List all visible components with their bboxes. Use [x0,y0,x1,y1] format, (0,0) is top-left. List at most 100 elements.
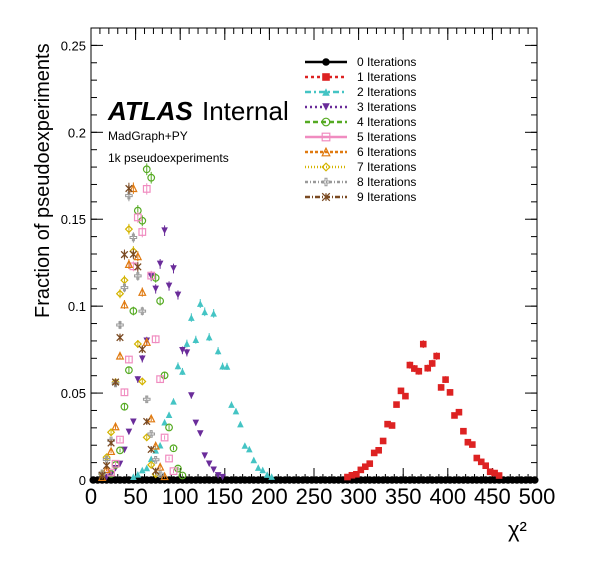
data-point [165,411,173,419]
data-point [130,418,137,426]
data-point [161,227,168,234]
data-point [442,376,449,383]
legend-item: 7 Iterations [305,160,416,174]
data-point [437,384,445,391]
data-point [147,445,155,454]
data-point [102,464,111,474]
data-point [133,339,142,349]
data-point [178,471,187,480]
data-point [375,446,382,454]
data-point [357,466,365,474]
data-point [411,365,418,372]
data-point [263,471,271,478]
data-point [491,469,498,477]
data-point [165,282,173,290]
data-point [250,456,258,464]
legend-item: 5 Iterations [305,130,416,144]
data-point [174,464,182,473]
data-point [142,185,151,193]
data-point [348,471,356,479]
data-point [107,439,115,447]
data-point [156,260,164,268]
data-point [111,421,120,431]
data-point [124,225,134,234]
data-point [201,308,209,316]
data-point [482,462,490,470]
data-point [268,473,275,480]
y-tick-label: 0.2 [68,125,86,140]
data-point [106,428,116,437]
data-point [473,454,481,462]
data-point [259,466,267,474]
data-point [344,473,351,481]
data-point [205,333,213,341]
data-point [129,183,138,193]
series-5 [107,183,178,477]
data-point [196,430,204,437]
data-point [138,377,147,386]
data-point [115,351,125,360]
legend-label: 3 Iterations [357,100,416,114]
legend-label: 6 Iterations [357,145,416,159]
legend-item: 2 Iterations [305,85,416,99]
data-point [402,392,409,400]
data-point [116,321,124,329]
data-point [393,401,400,408]
data-point [129,250,138,259]
y-tick-label: 0.25 [61,38,86,53]
x-tick-label: 500 [519,484,556,509]
generator-label: MadGraph+PY [108,129,188,143]
legend-label: 1 Iterations [357,70,416,84]
data-point [196,300,204,307]
data-point [361,463,369,471]
series-1 [344,340,503,481]
data-point [138,307,147,315]
data-point [125,184,133,193]
data-point [241,442,249,449]
data-point [169,467,178,476]
data-point [379,437,387,445]
legend-label: 8 Iterations [357,175,416,189]
data-point [419,340,427,348]
data-point [170,398,177,405]
legend-label: 5 Iterations [357,130,416,144]
x-axis-title: χ² [508,517,527,542]
data-point [192,419,200,427]
data-point [464,438,472,446]
data-point [130,473,137,480]
data-point [219,473,226,481]
series-9 [98,182,160,479]
data-point [366,460,374,467]
x-tick-label: 150 [206,484,243,509]
data-point [188,392,195,399]
data-point [486,468,494,476]
data-point [205,460,213,468]
data-point [115,289,125,298]
data-point [161,418,168,426]
data-point [170,265,177,272]
data-point [120,388,129,397]
y-tick-label: 0.05 [61,386,86,401]
x-tick-label: 450 [474,484,511,509]
x-tick-label: 200 [251,484,288,509]
data-point [142,433,151,442]
data-point [151,467,160,475]
data-point [138,287,147,296]
data-point [424,364,432,372]
data-point [134,376,142,383]
legend-label: 0 Iterations [357,55,416,69]
data-point [129,307,138,315]
x-tick-label: 50 [123,484,147,509]
data-point [111,378,120,386]
data-point [116,446,124,455]
data-point [406,361,414,369]
data-point [125,366,133,375]
series-4 [107,163,187,480]
data-point [477,458,485,466]
data-point [147,460,156,470]
y-tick-labels: 0 0.05 0.1 0.15 0.2 0.25 [61,38,86,488]
data-point [147,173,156,182]
data-point [322,58,330,66]
data-point [214,347,222,355]
